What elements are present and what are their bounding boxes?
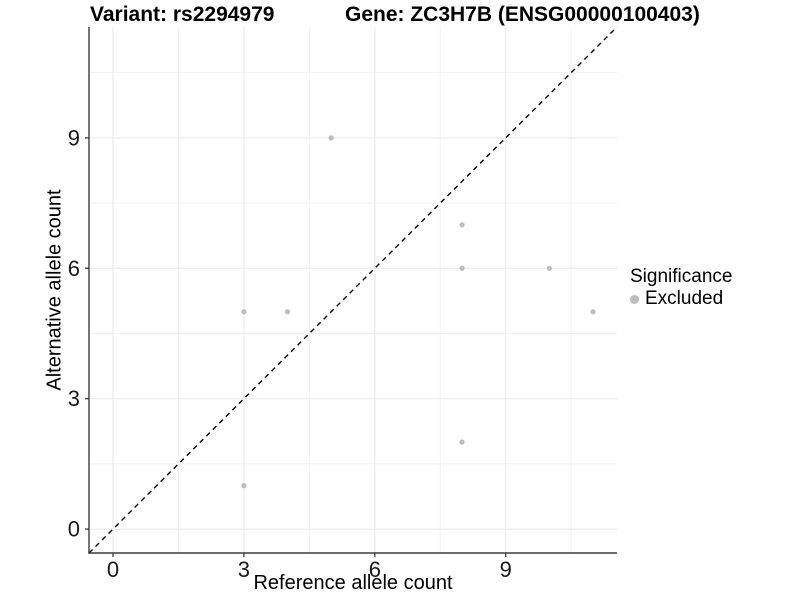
x-tick-label: 3 — [238, 557, 250, 582]
data-point — [546, 265, 552, 271]
x-axis-title: Reference allele count — [253, 572, 453, 594]
y-tick-label: 9 — [68, 125, 80, 150]
y-tick-label: 0 — [68, 517, 80, 542]
x-tick-label: 9 — [500, 557, 512, 582]
legend-item-excluded: Excluded — [630, 288, 732, 310]
legend-item-label: Excluded — [645, 288, 724, 309]
y-tick-label: 3 — [68, 386, 80, 411]
gene-title: Gene: ZC3H7B (ENSG00000100403) — [345, 3, 700, 26]
identity-dashed-line — [88, 26, 618, 554]
variant-title: Variant: rs2294979 — [90, 3, 275, 26]
legend-title: Significance — [630, 266, 733, 287]
x-tick-label: 6 — [369, 557, 381, 582]
data-point — [328, 135, 334, 141]
data-point — [284, 309, 291, 315]
data-point — [459, 222, 465, 228]
data-point — [241, 309, 247, 315]
data-point — [459, 439, 465, 445]
data-point — [590, 309, 596, 315]
x-tick-label: 0 — [107, 557, 119, 582]
y-axis-title: Alternative allele count — [43, 189, 66, 391]
legend: Significance Excluded — [630, 266, 732, 310]
y-tick-label: 6 — [68, 256, 80, 281]
legend-point-icon — [630, 294, 639, 304]
data-point — [459, 265, 465, 271]
data-point — [241, 483, 247, 489]
